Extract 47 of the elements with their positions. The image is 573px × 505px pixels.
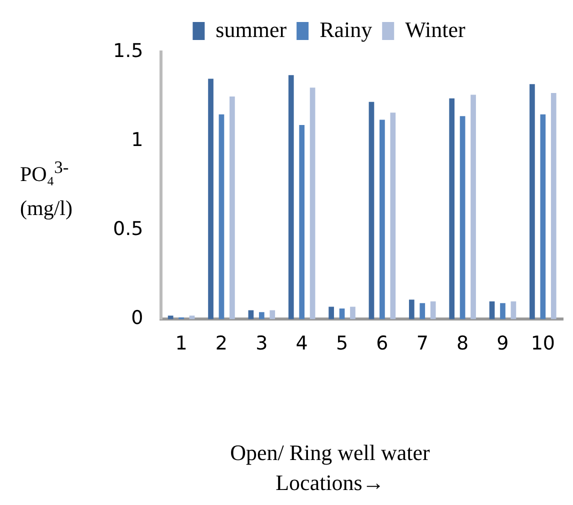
bar (168, 316, 174, 320)
bar (189, 316, 195, 320)
x-tick-label: 5 (336, 332, 348, 355)
x-tick-label: 10 (530, 332, 556, 355)
bar (299, 125, 305, 320)
bar (470, 94, 476, 320)
bar (550, 92, 556, 320)
bar (368, 102, 374, 320)
x-tick-label: 7 (416, 332, 428, 355)
bar (430, 301, 436, 320)
y-tick-label: 0 (131, 307, 144, 330)
x-tick-label: 6 (376, 332, 388, 355)
bar (420, 303, 426, 320)
bar (530, 84, 535, 320)
bar (310, 88, 316, 320)
legend-label: Rainy (320, 16, 372, 42)
y-tick-label: 1.5 (113, 40, 144, 62)
y-tick-label: 0.5 (113, 218, 144, 240)
legend-label: summer (216, 16, 288, 42)
bar (230, 96, 235, 320)
bar (328, 306, 334, 320)
bar (288, 75, 294, 320)
legend-label: Winter (405, 16, 466, 42)
bar (350, 306, 356, 320)
bar (390, 112, 396, 320)
x-tick-label: 9 (496, 332, 509, 355)
bar (510, 301, 516, 320)
bar (258, 312, 264, 320)
y-tick-label: 1 (131, 129, 144, 152)
bar (380, 120, 385, 320)
bar (208, 78, 214, 320)
x-tick-label: 4 (296, 332, 308, 355)
y-axis-title: PO₄$^{3-}$ (mg/l) (20, 156, 74, 222)
bar (408, 300, 414, 320)
bar (489, 301, 495, 320)
bar (218, 114, 224, 320)
bar (540, 114, 546, 320)
bar (339, 308, 345, 320)
x-axis-title: Open/ Ring well water Locations→ (229, 439, 431, 497)
bar (449, 98, 455, 320)
x-tick-label: 8 (456, 332, 469, 355)
x-tick-label: 2 (215, 332, 228, 355)
x-tick-label: 1 (175, 332, 188, 355)
bar (500, 303, 506, 320)
x-tick-label: 3 (256, 332, 268, 355)
bar (460, 116, 466, 320)
bar (270, 310, 276, 320)
